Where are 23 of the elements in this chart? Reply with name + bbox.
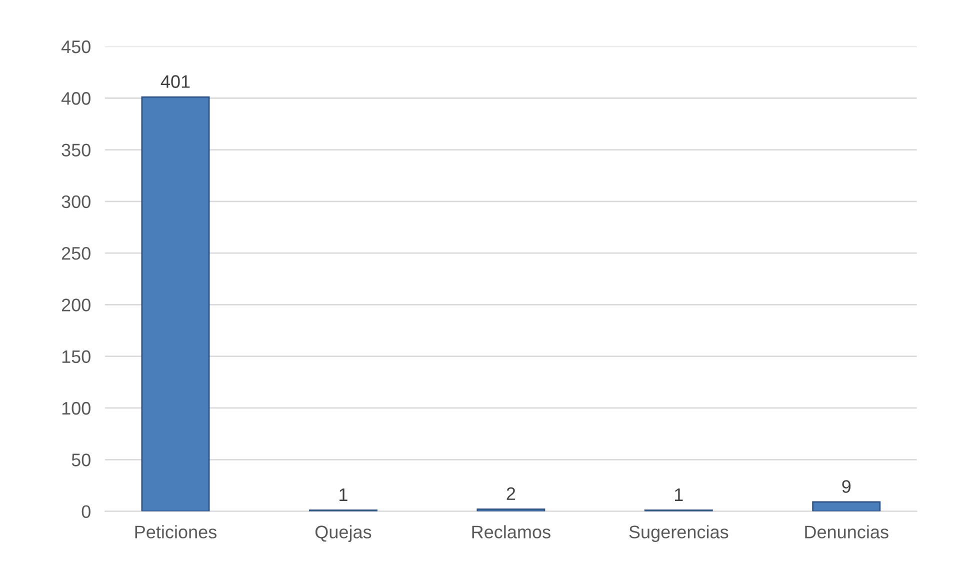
x-tick-label: Sugerencias: [629, 525, 728, 542]
y-tick-label: 400: [61, 92, 90, 105]
data-label: 1: [675, 488, 683, 501]
x-tick-label: Peticiones: [135, 525, 216, 538]
y-tick-label: 0: [82, 505, 90, 518]
data-label: 9: [842, 480, 851, 493]
data-label: 401: [160, 75, 190, 88]
y-tick-label: 150: [62, 350, 90, 364]
y-tick-label: 50: [72, 454, 90, 466]
y-tick-label: 200: [62, 298, 90, 312]
data-label: 1: [340, 488, 348, 501]
x-tick-label: Denuncias: [805, 525, 888, 538]
bar: [141, 96, 210, 512]
y-tick-label: 250: [62, 246, 90, 260]
data-label: 2: [506, 487, 516, 500]
y-tick-label: 300: [62, 195, 90, 208]
bar: [812, 501, 881, 512]
y-tick-label: 350: [62, 144, 90, 156]
x-tick-label: Quejas: [315, 525, 372, 542]
y-tick-label: 100: [62, 402, 90, 415]
x-tick-label: Reclamos: [472, 525, 550, 538]
bar: [476, 508, 546, 512]
y-tick-label: 450: [61, 40, 90, 54]
